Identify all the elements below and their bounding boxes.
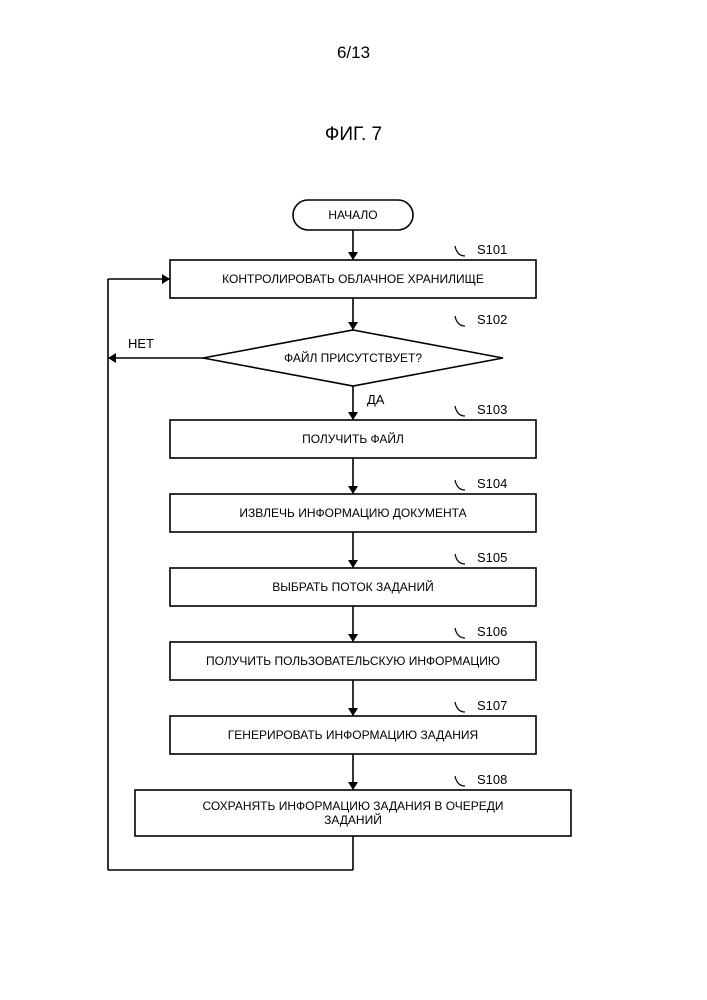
svg-text:S108: S108 xyxy=(477,772,507,787)
svg-text:S102: S102 xyxy=(477,312,507,327)
svg-text:ЗАДАНИЙ: ЗАДАНИЙ xyxy=(324,812,382,827)
svg-text:ФАЙЛ ПРИСУТСТВУЕТ?: ФАЙЛ ПРИСУТСТВУЕТ? xyxy=(284,350,422,365)
svg-text:ПОЛУЧИТЬ ФАЙЛ: ПОЛУЧИТЬ ФАЙЛ xyxy=(302,431,404,446)
svg-text:ВЫБРАТЬ ПОТОК ЗАДАНИЙ: ВЫБРАТЬ ПОТОК ЗАДАНИЙ xyxy=(272,579,433,594)
svg-text:S104: S104 xyxy=(477,476,507,491)
svg-text:НАЧАЛО: НАЧАЛО xyxy=(328,208,377,222)
svg-text:ФИГ. 7: ФИГ. 7 xyxy=(325,124,382,145)
svg-text:S106: S106 xyxy=(477,624,507,639)
svg-text:СОХРАНЯТЬ ИНФОРМАЦИЮ ЗАДАНИЯ В: СОХРАНЯТЬ ИНФОРМАЦИЮ ЗАДАНИЯ В ОЧЕРЕДИ xyxy=(202,799,503,813)
svg-text:S105: S105 xyxy=(477,550,507,565)
svg-text:6/13: 6/13 xyxy=(337,43,370,62)
svg-text:ПОЛУЧИТЬ ПОЛЬЗОВАТЕЛЬСКУЮ ИНФО: ПОЛУЧИТЬ ПОЛЬЗОВАТЕЛЬСКУЮ ИНФОРМАЦИЮ xyxy=(206,654,500,668)
svg-text:S103: S103 xyxy=(477,402,507,417)
svg-text:КОНТРОЛИРОВАТЬ ОБЛАЧНОЕ ХРАНИЛ: КОНТРОЛИРОВАТЬ ОБЛАЧНОЕ ХРАНИЛИЩЕ xyxy=(222,272,484,286)
svg-text:ДА: ДА xyxy=(367,392,385,407)
svg-text:ГЕНЕРИРОВАТЬ ИНФОРМАЦИЮ ЗАДАНИ: ГЕНЕРИРОВАТЬ ИНФОРМАЦИЮ ЗАДАНИЯ xyxy=(228,728,478,742)
svg-text:S107: S107 xyxy=(477,698,507,713)
svg-text:ИЗВЛЕЧЬ ИНФОРМАЦИЮ ДОКУМЕНТА: ИЗВЛЕЧЬ ИНФОРМАЦИЮ ДОКУМЕНТА xyxy=(239,506,466,520)
svg-text:S101: S101 xyxy=(477,242,507,257)
flowchart: 6/13 ФИГ. 7 НАЧАЛО КОНТРОЛИРОВАТЬ ОБЛАЧНОЕ … xyxy=(0,0,707,1000)
svg-text:НЕТ: НЕТ xyxy=(128,336,154,351)
